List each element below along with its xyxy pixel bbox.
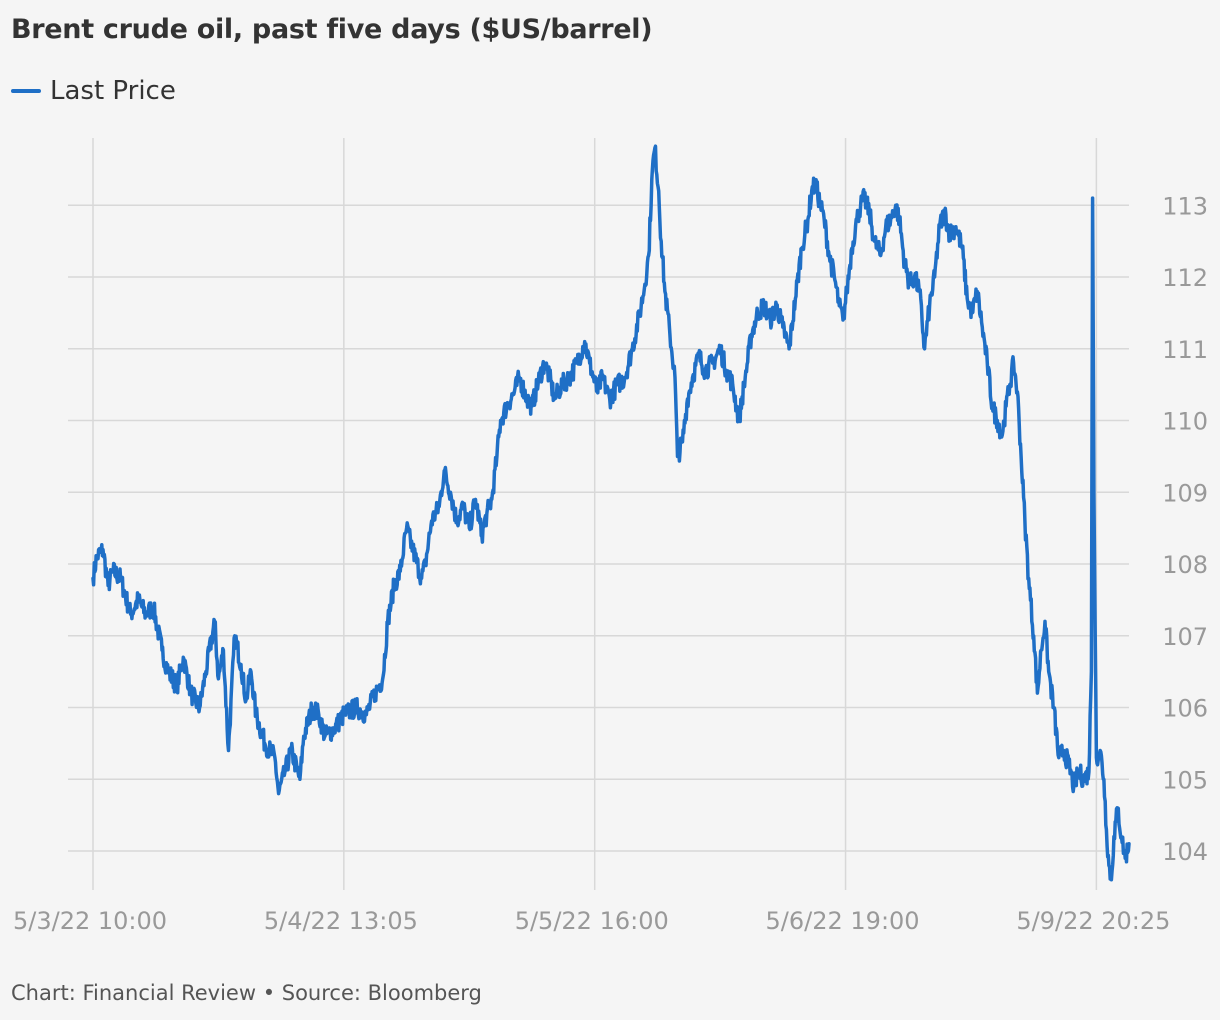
y-tick-label-112: 112 [1162,264,1208,292]
price-chart: 5/3/22 10:00 5/4/22 13:05 5/5/22 16:00 5/6/… [13,138,1208,935]
x-axis-ticks: 5/3/22 10:00 5/4/22 13:05 5/5/22 16:00 5/6/… [13,907,1170,935]
vertical-gridlines [92,138,1098,890]
legend-swatch-last-price [11,89,41,93]
y-tick-label-104: 104 [1162,838,1208,866]
x-tick-label-3: 5/6/22 19:00 [766,907,920,935]
x-tick-label-2: 5/5/22 16:00 [515,907,669,935]
y-tick-label-113: 113 [1162,192,1208,220]
x-tick-label-1: 5/4/22 13:05 [264,907,418,935]
horizontal-gridlines [68,204,1129,852]
chart-title: Brent crude oil, past five days ($US/bar… [11,14,653,45]
y-tick-label-108: 108 [1162,551,1208,579]
legend-label-last-price: Last Price [50,76,176,106]
y-tick-label-107: 107 [1162,623,1208,651]
y-tick-label-106: 106 [1162,695,1208,723]
legend: Last Price [11,76,176,106]
y-tick-label-111: 111 [1162,336,1208,364]
series-line-last-price [91,144,1131,882]
x-tick-label-4: 5/9/22 20:25 [1016,907,1170,935]
y-tick-label-105: 105 [1162,766,1208,794]
series-layer [91,144,1131,882]
chart-source: Chart: Financial Review • Source: Bloomb… [11,981,482,1005]
x-tick-label-0: 5/3/22 10:00 [13,907,167,935]
y-tick-label-110: 110 [1162,408,1208,436]
y-tick-label-109: 109 [1162,479,1208,507]
y-axis-ticks: 104 105 106 107 108 109 110 111 112 113 [1162,192,1208,866]
